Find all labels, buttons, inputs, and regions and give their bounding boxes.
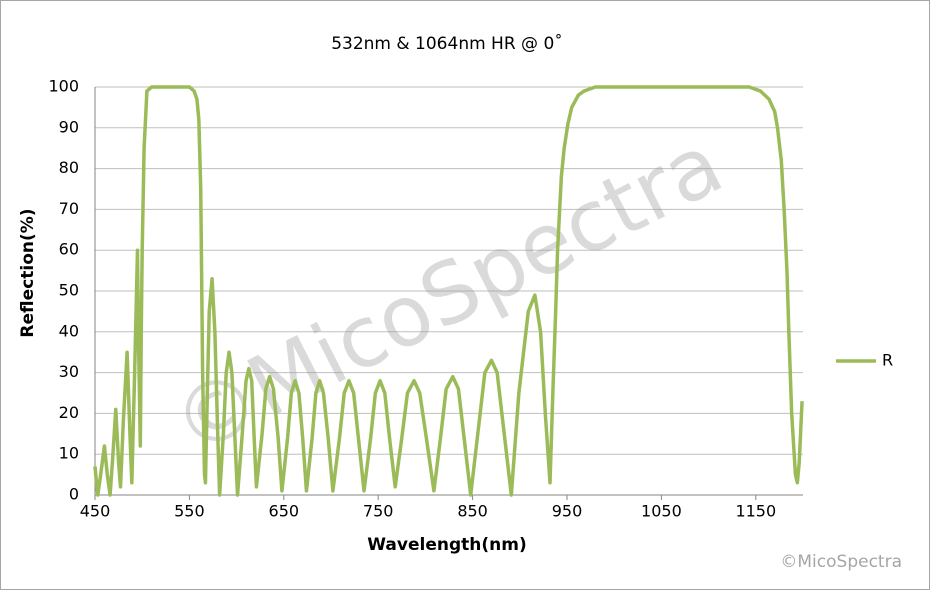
line-series	[93, 85, 804, 497]
y-axis-title: Reflection(%)	[18, 208, 38, 337]
y-tick-label: 20	[59, 403, 79, 422]
y-tick-label: 10	[59, 444, 79, 463]
y-tick-label: 0	[69, 485, 79, 504]
x-tick-label: 750	[363, 502, 394, 521]
y-tick-label: 60	[59, 240, 79, 259]
y-tick-label: 30	[59, 362, 79, 381]
x-tick-label: 550	[174, 502, 205, 521]
y-tick-label: 90	[59, 117, 79, 136]
x-tick-label: 650	[269, 502, 300, 521]
x-tick-label: 450	[80, 502, 111, 521]
y-tick-label: 40	[59, 321, 79, 340]
y-tick-label: 80	[59, 158, 79, 177]
credit: ©MicoSpectra	[780, 552, 902, 572]
y-tick-label: 50	[59, 281, 79, 300]
y-tick-label: 100	[48, 77, 79, 96]
x-tick-label: 1050	[641, 502, 682, 521]
x-tick-label: 950	[552, 502, 583, 521]
y-tick-label: 70	[59, 199, 79, 218]
chart-title: 532nm & 1064nm HR @ 0˚	[331, 33, 563, 54]
x-axis-title: Wavelength(nm)	[367, 535, 526, 555]
x-tick-label: 850	[457, 502, 488, 521]
legend-label: R	[882, 351, 893, 370]
x-tick-label: 1150	[735, 502, 776, 521]
